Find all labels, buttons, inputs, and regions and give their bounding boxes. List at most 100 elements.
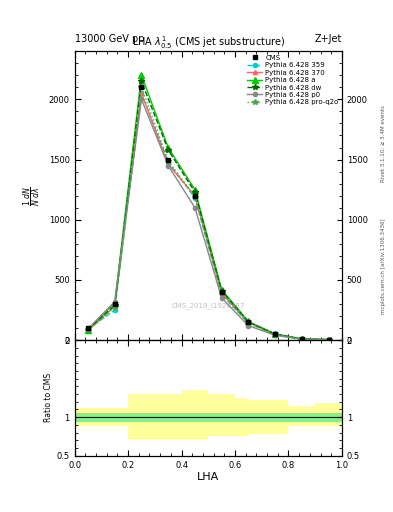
Pythia 6.428 370 <box>86 327 90 333</box>
Bar <box>288 406 315 426</box>
Pythia 6.428 pro-q2o <box>112 304 117 310</box>
Y-axis label: Ratio to CMS: Ratio to CMS <box>44 373 53 422</box>
Text: Z+Jet: Z+Jet <box>314 33 342 44</box>
Pythia 6.428 pro-q2o <box>166 158 171 164</box>
CMS <box>299 336 304 342</box>
Bar <box>182 390 195 439</box>
Pythia 6.428 dw <box>193 189 197 195</box>
Bar <box>75 413 101 422</box>
CMS <box>112 301 117 307</box>
Bar <box>182 413 195 422</box>
Pythia 6.428 359 <box>86 326 90 332</box>
Pythia 6.428 370 <box>299 336 304 342</box>
Pythia 6.428 p0 <box>166 162 171 168</box>
Bar <box>128 394 155 439</box>
Bar <box>75 408 101 426</box>
Pythia 6.428 p0 <box>112 298 117 305</box>
Bar <box>235 413 248 422</box>
Line: Pythia 6.428 359: Pythia 6.428 359 <box>86 91 331 342</box>
Line: Pythia 6.428 370: Pythia 6.428 370 <box>86 91 331 342</box>
Text: mcplots.cern.ch [arXiv:1306.3436]: mcplots.cern.ch [arXiv:1306.3436] <box>381 219 386 314</box>
Pythia 6.428 dw <box>299 336 304 342</box>
Pythia 6.428 p0 <box>326 337 331 343</box>
Bar <box>155 413 182 422</box>
Pythia 6.428 370 <box>273 331 277 337</box>
Pythia 6.428 p0 <box>86 326 90 332</box>
Line: Pythia 6.428 pro-q2o: Pythia 6.428 pro-q2o <box>85 84 331 343</box>
Title: LHA $\lambda^{1}_{0.5}$ (CMS jet substructure): LHA $\lambda^{1}_{0.5}$ (CMS jet substru… <box>132 34 285 51</box>
Bar <box>128 413 155 422</box>
CMS <box>139 84 144 91</box>
Pythia 6.428 a <box>166 144 171 151</box>
Pythia 6.428 a <box>246 318 251 325</box>
Pythia 6.428 a <box>112 300 117 306</box>
Pythia 6.428 359 <box>193 195 197 201</box>
Pythia 6.428 370 <box>112 303 117 309</box>
Pythia 6.428 pro-q2o <box>326 336 331 343</box>
Pythia 6.428 dw <box>112 302 117 308</box>
Pythia 6.428 pro-q2o <box>139 84 144 91</box>
Pythia 6.428 p0 <box>139 96 144 102</box>
Pythia 6.428 pro-q2o <box>193 194 197 200</box>
CMS <box>326 336 331 343</box>
Pythia 6.428 359 <box>273 332 277 338</box>
Pythia 6.428 pro-q2o <box>299 336 304 342</box>
Bar <box>262 400 288 434</box>
Line: Pythia 6.428 dw: Pythia 6.428 dw <box>85 78 331 343</box>
Bar <box>208 394 235 436</box>
Pythia 6.428 a <box>299 336 304 342</box>
Pythia 6.428 370 <box>193 193 197 199</box>
Bar <box>155 394 182 439</box>
Pythia 6.428 359 <box>166 159 171 165</box>
Pythia 6.428 p0 <box>299 336 304 343</box>
Pythia 6.428 a <box>86 327 90 333</box>
CMS <box>273 331 277 337</box>
Line: Pythia 6.428 p0: Pythia 6.428 p0 <box>86 97 331 342</box>
Bar <box>101 408 128 426</box>
Pythia 6.428 pro-q2o <box>246 319 251 325</box>
CMS <box>193 193 197 199</box>
Bar <box>262 413 288 422</box>
Pythia 6.428 dw <box>219 288 224 294</box>
Pythia 6.428 a <box>193 186 197 193</box>
Bar <box>195 390 208 439</box>
Bar <box>195 413 208 422</box>
CMS <box>219 289 224 295</box>
Line: CMS: CMS <box>86 85 331 342</box>
Pythia 6.428 dw <box>86 327 90 333</box>
Text: 13000 GeV pp: 13000 GeV pp <box>75 33 144 44</box>
Pythia 6.428 p0 <box>273 332 277 338</box>
Pythia 6.428 370 <box>326 336 331 343</box>
CMS <box>86 325 90 331</box>
Pythia 6.428 dw <box>273 331 277 337</box>
Pythia 6.428 dw <box>246 319 251 325</box>
Pythia 6.428 p0 <box>193 205 197 211</box>
Bar <box>315 403 342 426</box>
Pythia 6.428 370 <box>219 290 224 296</box>
CMS <box>166 157 171 163</box>
Bar <box>248 413 262 422</box>
Bar <box>208 413 235 422</box>
X-axis label: LHA: LHA <box>197 472 219 482</box>
Pythia 6.428 pro-q2o <box>273 331 277 337</box>
Pythia 6.428 dw <box>139 78 144 84</box>
Pythia 6.428 a <box>326 336 331 343</box>
Line: Pythia 6.428 a: Pythia 6.428 a <box>85 73 331 343</box>
Pythia 6.428 359 <box>299 336 304 342</box>
Bar <box>315 413 342 422</box>
CMS <box>246 319 251 325</box>
Pythia 6.428 p0 <box>246 323 251 329</box>
Bar <box>248 400 262 434</box>
Pythia 6.428 359 <box>326 336 331 343</box>
Pythia 6.428 359 <box>112 307 117 313</box>
Pythia 6.428 359 <box>219 291 224 297</box>
Bar <box>235 398 248 436</box>
Text: CMS_2019_I1920187: CMS_2019_I1920187 <box>172 302 245 309</box>
Pythia 6.428 pro-q2o <box>219 289 224 295</box>
Pythia 6.428 370 <box>166 161 171 167</box>
Pythia 6.428 370 <box>246 319 251 326</box>
Pythia 6.428 a <box>273 331 277 337</box>
Text: Rivet 3.1.10; ≥ 3.4M events: Rivet 3.1.10; ≥ 3.4M events <box>381 105 386 182</box>
Pythia 6.428 p0 <box>219 295 224 301</box>
Legend: CMS, Pythia 6.428 359, Pythia 6.428 370, Pythia 6.428 a, Pythia 6.428 dw, Pythia: CMS, Pythia 6.428 359, Pythia 6.428 370,… <box>246 53 340 107</box>
